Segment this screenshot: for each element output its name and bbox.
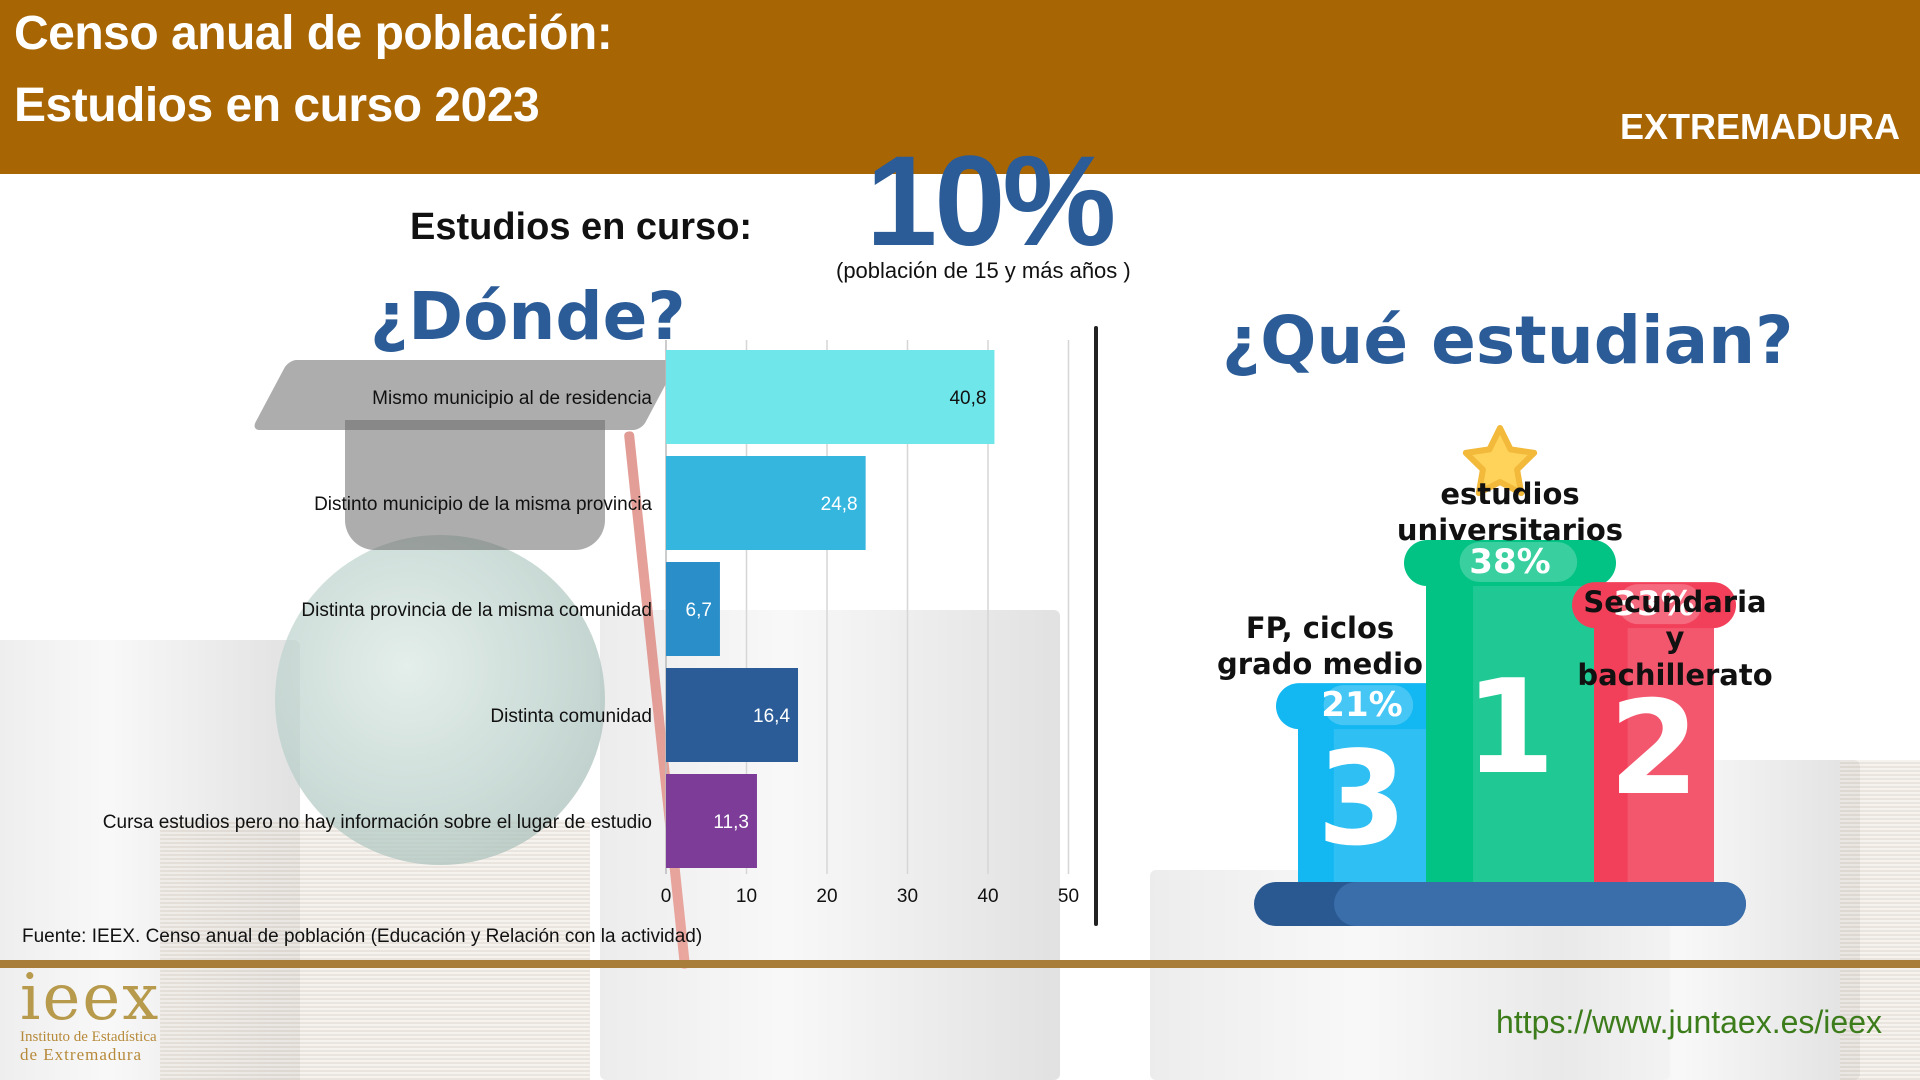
category-label: Distinto municipio de la misma provincia [314,494,652,515]
podium-rank-number: 1 [1465,651,1555,803]
x-tick-label: 30 [897,886,918,907]
population-note: (población de 15 y más años ) [836,258,1131,283]
podium-rank-number: 2 [1609,672,1699,824]
logo-line1: Instituto de Estadística [20,1029,157,1045]
study-type-podium: 21% 3 38% 1 33% 2 FP, ciclos grado medio estud… [1200,420,1773,940]
what-heading: ¿Qué estudian? [1222,302,1794,379]
where-heading: ¿Dónde? [370,278,686,355]
bar [666,668,799,762]
podium-step-shade [1473,562,1594,882]
ieex-logo: ieex Instituto de Estadística de Extrema… [20,966,160,1064]
podium-category-label: Secundaria y bachillerato [1577,585,1773,692]
podium-category-label: estudios universitarios [1396,477,1624,548]
podium-step [1594,604,1714,882]
studies-label: Estudios en curso: [410,206,753,248]
region-label: EXTREMADURA [1619,106,1900,147]
podium-percentage: 38% [1469,542,1550,582]
podium-cap [1572,582,1736,629]
bar-value-label: 6,7 [686,600,712,621]
category-label: Distinta comunidad [490,706,652,727]
bar-value-label: 16,4 [753,706,790,727]
header-banner: Censo anual de población: Estudios en cu… [0,0,1920,174]
category-label: Distinta provincia de la misma comunidad [301,600,652,621]
logo-wordmark: ieex [20,961,161,1035]
podium-step [1426,562,1594,882]
podium-cap [1276,683,1448,730]
x-tick-label: 0 [661,886,672,907]
podium-base-highlight [1334,882,1746,926]
podium-step-shade [1333,705,1426,882]
website-link[interactable]: https://www.juntaex.es/ieex [1496,1004,1882,1040]
podium-rank-number: 3 [1317,723,1407,875]
logo-line2: de Extremadura [20,1044,143,1064]
bar-value-label: 40,8 [949,388,986,409]
category-label: Cursa estudios pero no hay información s… [103,812,652,833]
bar-value-label: 24,8 [821,494,858,515]
podium-percentage: 21% [1321,685,1402,725]
page-title-line2: Estudios en curso 2023 [14,79,540,132]
source-note: Fuente: IEEX. Censo anual de población (… [22,926,703,947]
podium-percentage: 33% [1613,584,1694,624]
bar [666,562,720,656]
x-tick-label: 50 [1058,886,1079,907]
podium-cap-highlight [1323,685,1414,726]
x-tick-label: 20 [816,886,837,907]
category-label: Mismo municipio al de residencia [372,388,652,409]
footer-divider [0,960,1920,968]
studies-percentage: 10% [866,130,1116,273]
section-divider [1094,326,1098,926]
podium-cap-highlight [1618,584,1702,625]
location-bar-chart: 0 10 20 30 40 50 40,8 Mismo municipio al de res… [103,340,1079,907]
bar-value-label: 11,3 [713,812,749,833]
page-title-line1: Censo anual de población: [14,7,613,60]
bar [666,350,995,444]
star-icon [1462,425,1538,497]
podium-step [1298,705,1426,882]
x-tick-label: 40 [977,886,998,907]
bar [666,774,757,868]
x-tick-label: 10 [736,886,757,907]
bar [666,456,866,550]
podium-step-shade [1627,604,1714,882]
podium-cap [1404,540,1616,586]
podium-category-label: FP, ciclos grado medio [1217,611,1423,682]
podium-cap-highlight [1459,542,1578,582]
